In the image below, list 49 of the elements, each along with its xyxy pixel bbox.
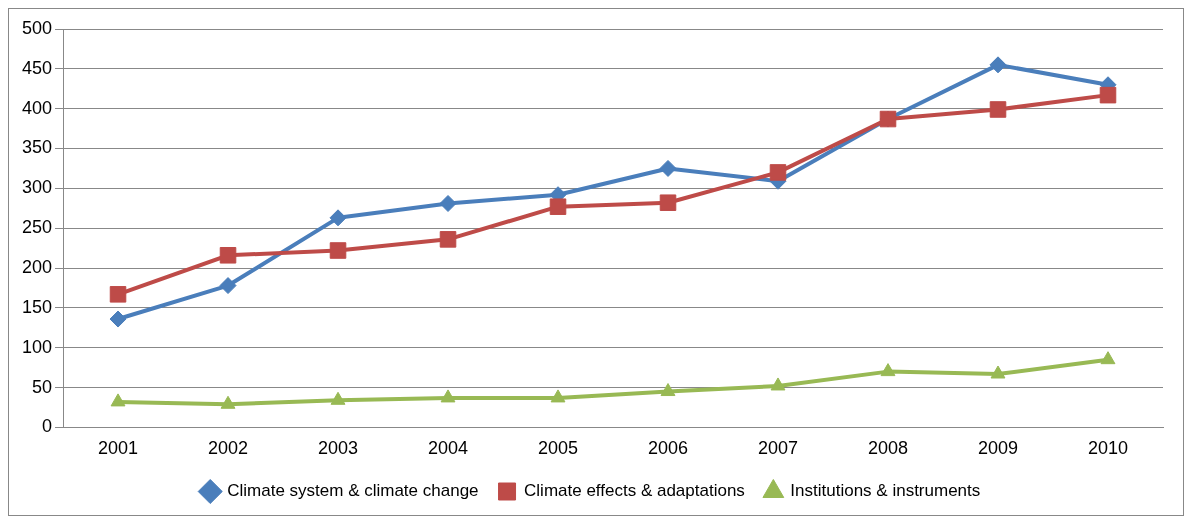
x-tick-label: 2008 <box>867 438 909 459</box>
y-tick-label: 300 <box>21 177 53 198</box>
point <box>439 195 457 212</box>
x-tick-label: 2003 <box>318 438 359 459</box>
point <box>880 363 896 377</box>
point <box>659 194 677 211</box>
point <box>990 365 1006 379</box>
point <box>770 377 786 391</box>
point <box>769 164 787 181</box>
x-tick-label: 2007 <box>757 438 799 459</box>
point <box>109 286 127 303</box>
point <box>550 389 566 403</box>
point <box>330 391 346 405</box>
y-tick-label: 50 <box>32 376 53 397</box>
point <box>440 389 456 403</box>
y-tick-label: 500 <box>21 17 53 38</box>
point <box>1100 351 1116 365</box>
point <box>329 242 347 259</box>
y-tick-label: 350 <box>21 137 53 158</box>
x-tick-label: 2004 <box>428 438 469 459</box>
x-tick-label: 2001 <box>98 438 139 459</box>
y-tick-label: 450 <box>21 57 53 78</box>
x-tick-label: 2005 <box>537 438 579 459</box>
x-tick-label: 2006 <box>647 438 689 459</box>
y-tick-label: 100 <box>21 336 53 357</box>
y-tick-label: 200 <box>21 257 53 278</box>
point <box>439 231 457 248</box>
point <box>219 277 237 295</box>
point <box>989 101 1007 118</box>
point <box>659 159 677 177</box>
y-tick-label: 150 <box>21 296 53 317</box>
point <box>989 56 1007 74</box>
x-tick-label: 2002 <box>208 438 249 459</box>
point <box>329 209 347 227</box>
y-tick-label: 250 <box>21 217 53 238</box>
point <box>660 383 676 397</box>
legend-label: Institutions & instruments <box>790 481 981 501</box>
point <box>549 198 567 215</box>
point <box>110 393 126 407</box>
legend-label: Climate effects & adaptations <box>524 481 745 501</box>
point <box>1099 86 1117 104</box>
x-tick-label: 2010 <box>1087 438 1129 459</box>
legend-label: Climate system & climate change <box>227 481 479 501</box>
point <box>220 395 236 409</box>
point <box>109 310 127 328</box>
y-tick-label: 400 <box>21 97 53 118</box>
point <box>219 247 237 264</box>
y-tick-label: 0 <box>42 416 53 437</box>
x-tick-label: 2009 <box>977 438 1019 459</box>
